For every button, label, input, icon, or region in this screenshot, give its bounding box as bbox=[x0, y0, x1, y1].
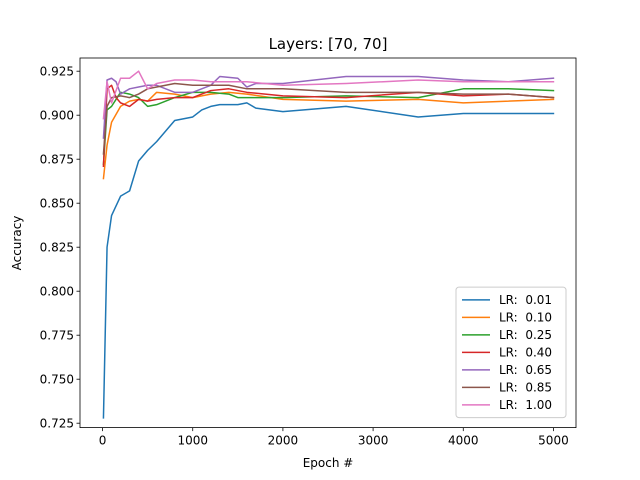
series-line-3 bbox=[102, 84, 555, 168]
y-tick-label: 0.825 bbox=[40, 241, 74, 255]
series-layer bbox=[102, 70, 555, 419]
x-tick-label: 3000 bbox=[358, 434, 389, 448]
legend-label-6: LR: 1.00 bbox=[499, 398, 552, 412]
x-tick-label: 5000 bbox=[538, 434, 569, 448]
legend-label-0: LR: 0.01 bbox=[499, 293, 552, 307]
legend-label-1: LR: 0.10 bbox=[499, 311, 552, 325]
x-tick-label: 4000 bbox=[448, 434, 479, 448]
legend-box bbox=[455, 286, 567, 419]
x-tick-label: 0 bbox=[99, 434, 107, 448]
x-tick-label: 2000 bbox=[268, 434, 299, 448]
legend-label-2: LR: 0.25 bbox=[499, 328, 552, 342]
y-tick-label: 0.900 bbox=[40, 109, 74, 123]
series-line-6 bbox=[102, 70, 555, 120]
x-tick-label: 1000 bbox=[177, 434, 208, 448]
y-tick-label: 0.850 bbox=[40, 197, 74, 211]
y-axis-label: Accuracy bbox=[10, 216, 24, 271]
legend: LR: 0.01 LR: 0.10 LR: 0.25 LR: 0.40 LR: 0.65… bbox=[455, 286, 567, 419]
y-tick-label: 0.725 bbox=[40, 417, 74, 431]
y-tick-label: 0.775 bbox=[40, 329, 74, 343]
series-line-1 bbox=[102, 91, 555, 180]
legend-label-5: LR: 0.85 bbox=[499, 381, 552, 395]
x-axis: 0 1000 2000 3000 4000 5000 bbox=[99, 427, 569, 448]
y-tick-label: 0.925 bbox=[40, 65, 74, 79]
legend-label-3: LR: 0.40 bbox=[499, 346, 552, 360]
y-tick-label: 0.750 bbox=[40, 373, 74, 387]
y-tick-label: 0.875 bbox=[40, 153, 74, 167]
legend-label-4: LR: 0.65 bbox=[499, 363, 552, 377]
chart-title: Layers: [70, 70] bbox=[269, 35, 388, 53]
y-tick-label: 0.800 bbox=[40, 285, 74, 299]
series-line-0 bbox=[102, 102, 555, 419]
y-axis: 0.725 0.750 0.775 0.800 0.825 0.850 0.875 0.900… bbox=[40, 65, 80, 431]
x-axis-label: Epoch # bbox=[303, 456, 354, 470]
plot-frame bbox=[79, 57, 577, 429]
series-line-4 bbox=[102, 75, 555, 139]
series-line-5 bbox=[102, 82, 555, 155]
